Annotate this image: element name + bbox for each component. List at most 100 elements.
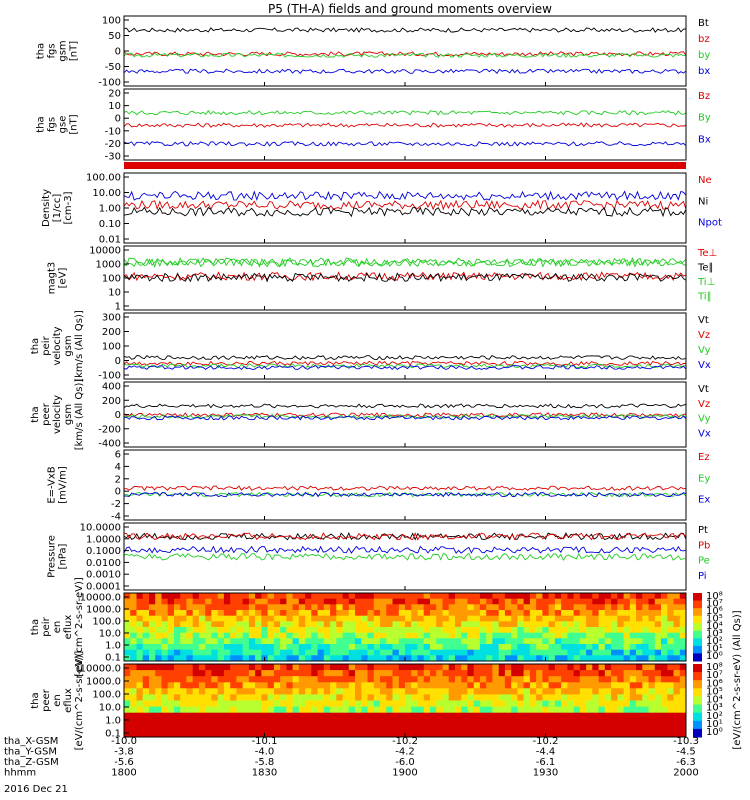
spectrogram-cell xyxy=(436,621,443,628)
legend-Pi: Pi xyxy=(698,571,707,582)
spectrogram-cell xyxy=(567,718,575,726)
spectrogram-cell xyxy=(492,610,500,617)
spectrogram-cell xyxy=(498,724,506,732)
spectrogram-cell xyxy=(455,649,462,656)
spectrogram-cell xyxy=(623,706,631,714)
spectrogram-cell xyxy=(348,670,356,677)
spectrogram-cell xyxy=(342,664,350,671)
spectrogram-cell xyxy=(567,649,575,656)
spectrogram-cell xyxy=(554,664,562,671)
spectrogram-cell xyxy=(448,638,456,645)
spectrogram-cell xyxy=(430,730,437,738)
spectrogram-cell xyxy=(654,632,662,639)
spectrogram-cell xyxy=(511,615,518,622)
spectrogram-cell xyxy=(267,615,275,622)
spectrogram-cell xyxy=(654,604,662,611)
spectrogram-cell xyxy=(255,718,262,726)
y-axis-label-line: gsm xyxy=(63,335,74,356)
spectrogram-cell xyxy=(311,694,318,701)
spectrogram-cell xyxy=(542,724,550,732)
spectrogram-cell xyxy=(161,615,169,622)
spectrogram-cell xyxy=(342,682,350,689)
spectrogram-cell xyxy=(198,724,206,732)
spectrogram-cell xyxy=(398,649,406,656)
spectrogram-cell xyxy=(236,670,244,677)
spectrogram-cell xyxy=(554,638,562,645)
y-axis-label: tha fgs gsm [nT] xyxy=(36,40,80,61)
spectrogram-cell xyxy=(198,730,206,738)
spectrogram-cell xyxy=(149,700,156,708)
spectrogram-cell xyxy=(174,627,181,634)
spectrogram-cell xyxy=(586,610,593,617)
spectrogram-cell xyxy=(174,712,181,720)
spectrogram-cell xyxy=(554,604,562,611)
spectrogram-cell xyxy=(149,712,156,720)
spectrogram-cell xyxy=(492,621,500,628)
spectrogram-cell xyxy=(386,664,393,671)
spectrogram-cell xyxy=(330,593,337,600)
y-tick-label: 1.00 xyxy=(99,204,121,215)
spectrogram-cell xyxy=(380,730,387,738)
spectrogram-cell xyxy=(623,638,631,645)
spectrogram-cell xyxy=(486,670,493,677)
spectrogram-cell xyxy=(192,615,200,622)
spectrogram-cell xyxy=(167,682,175,689)
spectrogram-cell xyxy=(648,700,656,708)
spectrogram-cell xyxy=(673,604,681,611)
spectrogram-cell xyxy=(461,598,468,605)
spectrogram-cell xyxy=(198,694,206,701)
spectrogram-cell xyxy=(217,593,225,600)
spectrogram-cell xyxy=(198,682,206,689)
spectrogram-cell xyxy=(298,627,306,634)
spectrogram-cell xyxy=(636,615,643,622)
spectrogram-cell xyxy=(124,718,131,726)
spectrogram-cell xyxy=(567,593,575,600)
spectrogram-cell xyxy=(617,700,624,708)
spectrogram-cell xyxy=(473,655,481,662)
spectrogram-cell xyxy=(130,632,137,639)
spectrogram-cell xyxy=(567,621,575,628)
spectrogram-cell xyxy=(573,610,581,617)
y-axis-label-line: peir xyxy=(41,616,52,636)
spectrogram-cell xyxy=(642,676,649,683)
spectrogram-cell xyxy=(548,644,556,651)
spectrogram-cell xyxy=(255,593,262,600)
spectrogram-cell xyxy=(573,621,581,628)
spectrogram-cell xyxy=(667,706,674,714)
spectrogram-cell xyxy=(679,664,687,671)
y-tick-label: 0.01 xyxy=(99,235,121,246)
spectrogram-cell xyxy=(642,598,649,605)
spectrogram-cell xyxy=(323,632,331,639)
y-axis-label-line: en xyxy=(52,694,63,707)
spectrogram-cell xyxy=(273,638,281,645)
spectrogram-cell xyxy=(529,632,537,639)
spectrogram-cell xyxy=(273,593,281,600)
spectrogram-cell xyxy=(442,644,450,651)
spectrogram-cell xyxy=(536,604,543,611)
spectrogram-cell xyxy=(223,593,231,600)
spectrogram-cell xyxy=(205,610,212,617)
spectrogram-cell xyxy=(267,712,275,720)
spectrogram-cell xyxy=(136,682,144,689)
legend-by: by xyxy=(698,50,710,61)
y-tick-label: -30 xyxy=(105,152,121,163)
spectrogram-cell xyxy=(311,627,318,634)
spectrogram-cell xyxy=(561,593,568,600)
spectrogram-cell xyxy=(230,724,237,732)
spectrogram-cell xyxy=(130,644,137,651)
spectrogram-cell xyxy=(211,682,219,689)
spectrogram-cell xyxy=(586,718,593,726)
spectrogram-cell xyxy=(604,598,612,605)
spectrogram-cell xyxy=(461,644,468,651)
y-tick-label: 100 xyxy=(102,16,121,27)
spectrogram-cell xyxy=(611,615,618,622)
spectrogram-cell xyxy=(217,724,225,732)
spectrogram-cell xyxy=(255,638,262,645)
spectrogram-cell xyxy=(223,655,231,662)
spectrogram-cell xyxy=(667,644,674,651)
spectrogram-cell xyxy=(223,604,231,611)
spectrogram-cell xyxy=(436,655,443,662)
spectrogram-cell xyxy=(592,706,599,714)
spectrogram-cell xyxy=(286,604,294,611)
spectrogram-cell xyxy=(623,688,631,695)
